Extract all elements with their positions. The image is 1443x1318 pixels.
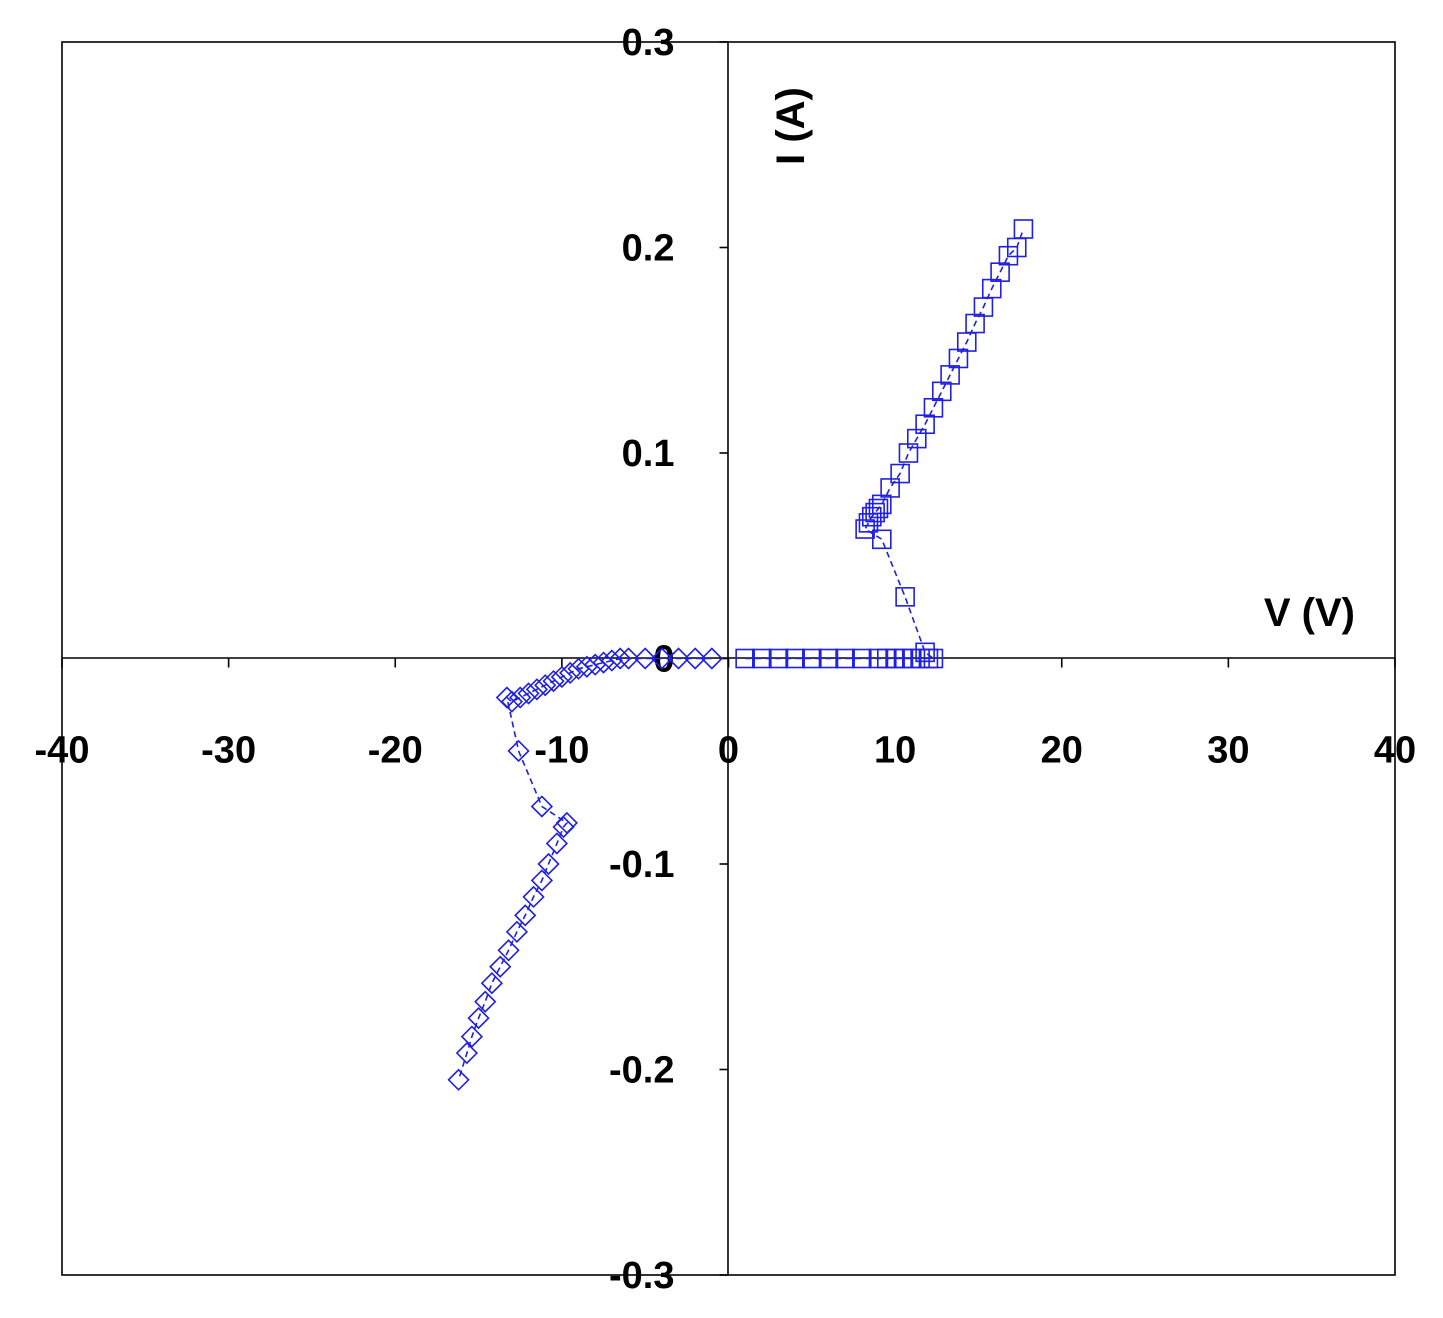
y-tick-label: -0.3 (609, 1255, 674, 1297)
diamond-marker (609, 647, 632, 670)
y-tick-labels: -0.3 -0.2 -0.1 0 0.1 0.2 0.3 (609, 22, 674, 1297)
diamond-marker (522, 885, 545, 909)
diamond-marker (667, 647, 690, 670)
diamond-marker (530, 869, 554, 892)
x-tick-label: 0 (718, 730, 739, 772)
diamond-marker (684, 647, 707, 670)
diamond-marker (700, 647, 723, 670)
ticks (61, 41, 1396, 1276)
square-marker (818, 648, 839, 669)
diamond-marker (552, 815, 575, 839)
series-connector-line (745, 228, 1025, 660)
square-marker (855, 519, 875, 539)
diamond-marker (537, 852, 560, 876)
diamond-marker (530, 795, 554, 818)
x-tick-label: 20 (1041, 730, 1083, 772)
square-marker (880, 478, 900, 498)
x-axis-title: V (V) (1264, 591, 1355, 635)
diamond-marker (460, 1025, 484, 1048)
diamond-marker (505, 920, 529, 943)
x-tick-label: -30 (201, 730, 256, 772)
square-marker (931, 381, 952, 402)
diamond-marker (514, 904, 537, 927)
square-marker (835, 648, 855, 669)
diamond-marker (650, 647, 673, 670)
x-tick-label: 10 (874, 730, 916, 772)
diamond-marker (584, 653, 607, 676)
y-tick-label: -0.2 (609, 1050, 674, 1092)
diamond-marker (600, 649, 623, 672)
diamond-marker (495, 686, 519, 709)
square-marker (871, 529, 892, 550)
diamond-marker (455, 1041, 479, 1065)
square-marker (735, 648, 755, 669)
x-tick-label: -10 (534, 730, 589, 772)
diamond-marker (545, 832, 569, 855)
diamond-marker (474, 990, 497, 1013)
diamond-marker (489, 955, 512, 978)
diamond-marker (497, 939, 520, 962)
square-marker (868, 498, 889, 519)
y-tick-label: 0.2 (622, 228, 675, 270)
series-square (735, 219, 1034, 669)
square-marker (752, 648, 772, 669)
square-marker (890, 463, 910, 484)
diamond-marker (507, 739, 530, 763)
square-marker (802, 648, 822, 669)
diamond-marker (467, 1006, 490, 1030)
y-tick-label: 0.1 (622, 433, 675, 475)
square-marker (785, 648, 805, 669)
diamond-marker (447, 1068, 470, 1091)
diamond-marker (617, 647, 640, 670)
diamond-marker (575, 655, 599, 678)
square-marker (1013, 219, 1034, 239)
square-marker (895, 587, 915, 607)
diamond-marker (592, 651, 615, 674)
y-tick-label: -0.1 (609, 844, 674, 886)
x-tick-label: -20 (368, 730, 423, 772)
y-tick-label: 0.3 (622, 22, 675, 64)
series-diamond (447, 647, 723, 1091)
x-tick-label: 30 (1207, 730, 1249, 772)
square-marker (851, 648, 872, 669)
square-marker (858, 513, 879, 533)
square-marker (923, 397, 944, 418)
x-tick-labels: -40 -30 -20 -10 0 10 20 30 40 (35, 730, 1417, 772)
y-tick-label: 0 (653, 639, 674, 681)
diamond-marker (634, 647, 657, 670)
series-connector-line (457, 657, 712, 1081)
x-tick-label: -40 (35, 730, 90, 772)
x-tick-label: 40 (1374, 730, 1416, 772)
square-marker (915, 642, 935, 663)
diamond-marker (480, 972, 504, 995)
diamond-marker (500, 690, 524, 713)
square-marker (768, 648, 789, 669)
y-axis-title: I (A) (769, 87, 813, 165)
series-layer (447, 219, 1034, 1091)
